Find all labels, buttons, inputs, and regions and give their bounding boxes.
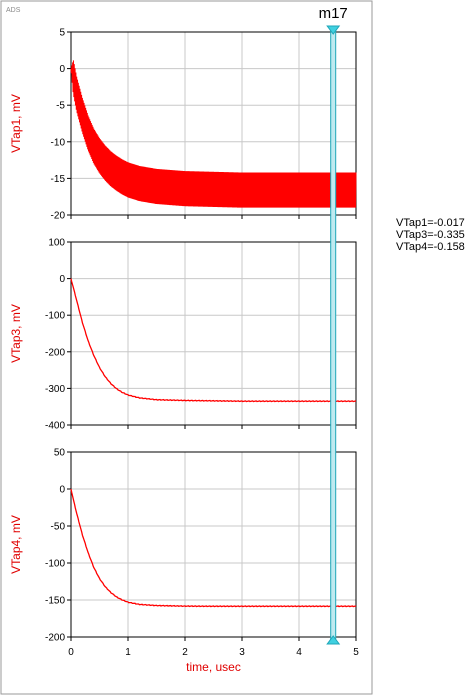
x-axis-label: time, usec	[186, 660, 241, 674]
marker-top-handle[interactable]	[326, 25, 341, 35]
series-line	[70, 488, 357, 608]
marker-name: m17	[319, 5, 348, 22]
y-tick-label: -100	[45, 559, 65, 570]
y-axis-label: VTap3, mV	[9, 304, 23, 363]
plot-2: 100 0 -100 -200 -300 -400 VTap3, mV	[9, 238, 357, 432]
y-tick-label: -150	[45, 596, 65, 607]
ads-tag: ADS	[6, 7, 21, 14]
marker-line[interactable]	[330, 25, 337, 642]
plot-1: 5 0 -5 -10 -15 -20 VTap1, mV	[9, 28, 357, 222]
plot-frame	[70, 31, 357, 216]
y-tick-label: -200	[45, 633, 65, 644]
y-tick-label: -15	[51, 174, 66, 185]
marker-readout-line: VTap3=-0.335	[396, 229, 465, 241]
plot-frame	[70, 241, 357, 426]
y-tick-label: -400	[45, 421, 65, 432]
marker-readout-line: VTap1=-0.017	[396, 217, 465, 229]
x-tick-label: 3	[239, 647, 245, 658]
y-tick-label: -5	[56, 101, 65, 112]
y-tick-label: -200	[45, 347, 65, 358]
marker-readout-line: VTap4=-0.158	[396, 241, 465, 253]
y-tick-label: 0	[59, 64, 65, 75]
y-tick-label: 5	[59, 28, 65, 39]
x-tick-label: 0	[68, 647, 74, 658]
figure-frame	[0, 0, 373, 695]
y-tick-label: -50	[51, 522, 66, 533]
x-tick-label: 1	[125, 647, 131, 658]
y-tick-label: 0	[59, 274, 65, 285]
y-axis-label: VTap4, mV	[9, 515, 23, 574]
marker-bottom-handle[interactable]	[326, 635, 341, 645]
y-tick-label: -20	[51, 211, 66, 222]
y-tick-label: 100	[48, 238, 65, 249]
y-tick-label: 50	[54, 448, 66, 459]
x-tick-label: 4	[296, 647, 302, 658]
plot-frame	[70, 451, 357, 638]
y-tick-label: -300	[45, 384, 65, 395]
y-tick-label: -10	[51, 137, 66, 148]
x-tick-label: 2	[182, 647, 188, 658]
y-tick-label: 0	[59, 485, 65, 496]
series-line	[70, 278, 357, 403]
x-tick-label: 5	[353, 647, 359, 658]
y-tick-label: -100	[45, 311, 65, 322]
y-axis-label: VTap1, mV	[9, 94, 23, 153]
series-line	[70, 60, 357, 208]
